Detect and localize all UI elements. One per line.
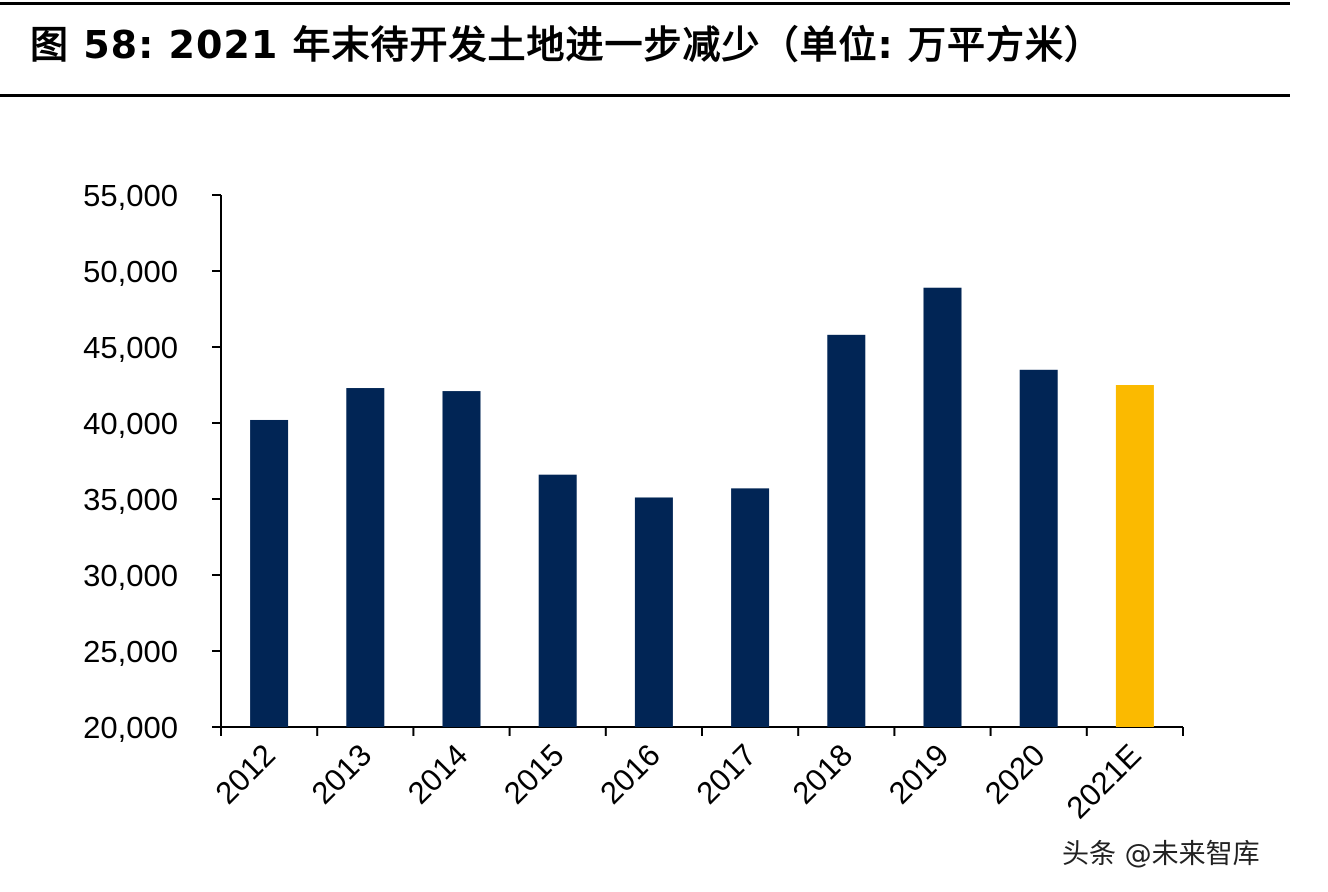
y-tick-label: 40,000 [83,406,178,441]
bar-2019 [923,287,962,727]
x-tick-label: 2016 [593,737,667,811]
y-tick-label: 35,000 [83,482,178,517]
bar-2016 [634,497,673,727]
watermark: 头条 @未来智库 [1062,839,1260,870]
bars [250,287,1154,727]
x-axis: 2012 2013 2014 2015 2016 2017 2018 2019 2020 2021… [209,726,1184,825]
chart-title: 图 58: 2021 年末待开发土地进一步减少（单位: 万平方米） [30,23,1103,67]
bar-2017 [731,488,770,727]
bar-2021E [1115,385,1154,727]
bar-2018 [827,334,866,727]
x-tick-label: 2017 [690,737,764,811]
title-underline [0,94,1290,97]
y-tick-label: 55,000 [83,178,178,213]
x-tick-label: 2015 [497,737,571,811]
x-tick-label: 2019 [882,737,956,811]
y-tick-label: 20,000 [83,710,178,745]
y-tick-label: 25,000 [83,634,178,669]
top-rule [0,2,1290,5]
x-tick-label: 2021E [1060,737,1148,825]
x-tick-label: 2020 [978,737,1052,811]
bar-2013 [346,388,385,727]
y-tick-label: 45,000 [83,330,178,365]
x-tick-label: 2012 [209,737,283,811]
bar-2014 [442,391,481,727]
bar-2015 [538,474,577,727]
x-tick-label: 2018 [786,737,860,811]
bar-2012 [250,419,289,727]
x-tick-label: 2013 [305,737,379,811]
y-axis: 20,000 25,000 30,000 35,000 40,000 45,000 50,0… [83,178,222,745]
x-tick-label: 2014 [401,737,475,811]
bar-2020 [1019,369,1058,727]
y-tick-label: 50,000 [83,254,178,289]
y-tick-label: 30,000 [83,558,178,593]
